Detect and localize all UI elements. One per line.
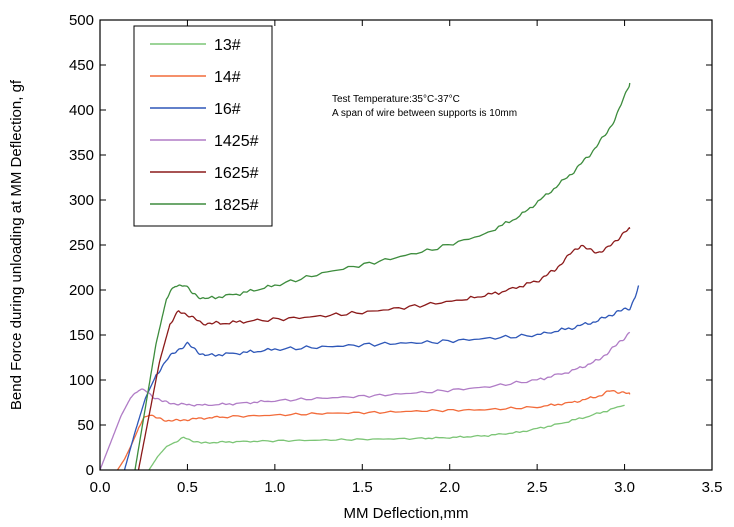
x-tick-label: 2.0 xyxy=(439,479,460,496)
y-axis-title: Bend Force during unloading at MM Deflec… xyxy=(8,79,25,410)
y-tick-label: 400 xyxy=(69,102,94,119)
y-tick-label: 250 xyxy=(69,237,94,254)
legend-box xyxy=(133,25,273,227)
series-line-1625 xyxy=(137,227,631,471)
y-tick-label: 50 xyxy=(77,417,94,434)
series-line-1425 xyxy=(99,331,631,471)
x-axis-title: MM Deflection,mm xyxy=(343,505,468,522)
ticks-layer: 0.0 0.5 1.0 1.5 2.0 2.5 3.0 3.5 0 50 100 150 200 250 3… xyxy=(69,12,722,496)
y-tick-label: 300 xyxy=(69,192,94,209)
annotation-temperature: Test Temperature:35°C-37°C xyxy=(332,94,460,105)
series-line-16 xyxy=(123,285,640,471)
y-tick-label: 500 xyxy=(69,12,94,29)
y-tick-label: 100 xyxy=(69,372,94,389)
x-tick-label: 1.0 xyxy=(264,479,285,496)
series-layer xyxy=(99,82,640,471)
y-tick-label: 450 xyxy=(69,57,94,74)
legend-label: 1425# xyxy=(214,133,259,150)
x-tick-label: 3.5 xyxy=(702,479,723,496)
x-tick-label: 3.0 xyxy=(614,479,635,496)
y-tick-label: 0 xyxy=(86,462,94,479)
legend-label: 13# xyxy=(214,37,241,54)
x-tick-label: 0.0 xyxy=(90,479,111,496)
legend-label: 14# xyxy=(214,69,241,86)
x-tick-label: 2.5 xyxy=(527,479,548,496)
legend-label: 16# xyxy=(214,101,241,118)
x-tick-label: 1.5 xyxy=(352,479,373,496)
x-tick-label: 0.5 xyxy=(177,479,198,496)
annotation-span: A span of wire between supports is 10mm xyxy=(332,108,517,119)
series-line-13 xyxy=(148,404,625,471)
series-line-1825 xyxy=(134,82,631,471)
legend-label: 1625# xyxy=(214,165,259,182)
legend-label: 1825# xyxy=(214,197,259,214)
plot-frame xyxy=(99,19,713,471)
y-tick-label: 200 xyxy=(69,282,94,299)
series-line-14 xyxy=(116,389,631,471)
y-tick-label: 350 xyxy=(69,147,94,164)
y-tick-label: 150 xyxy=(69,327,94,344)
legend: 13# 14# 16# 1425# 1625# 1825# xyxy=(150,37,259,214)
